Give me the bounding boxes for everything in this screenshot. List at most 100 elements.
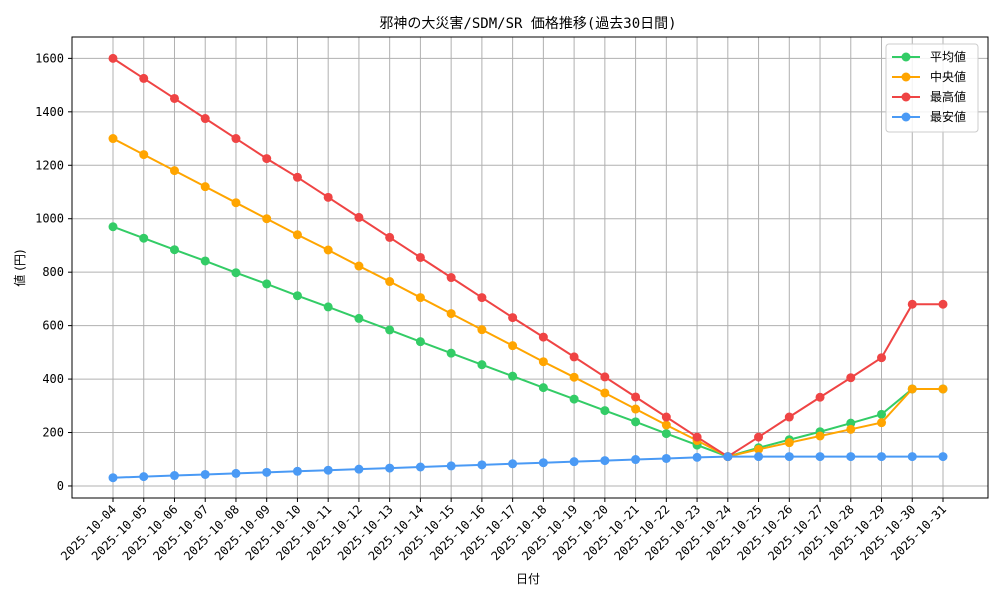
series-4 — [108, 452, 948, 483]
legend-swatch-marker — [901, 92, 911, 102]
data-point — [631, 455, 641, 465]
data-point — [692, 432, 702, 442]
data-point — [754, 452, 764, 462]
data-point — [446, 273, 456, 283]
data-point — [877, 418, 887, 428]
data-point — [938, 384, 948, 394]
legend-item: 最安値 — [892, 109, 966, 124]
data-point — [323, 192, 333, 202]
data-point — [139, 233, 149, 243]
data-point — [323, 302, 333, 312]
data-point — [754, 444, 764, 454]
data-point — [354, 313, 364, 323]
data-point — [600, 372, 610, 382]
data-point — [477, 325, 487, 335]
data-point — [108, 473, 118, 483]
chart-title: 邪神の大災害/SDM/SR 価格推移(過去30日間) — [379, 16, 676, 32]
data-point — [846, 424, 856, 434]
series-layer — [108, 53, 948, 483]
series-line — [112, 57, 943, 458]
data-point — [200, 114, 210, 124]
data-point — [385, 232, 395, 242]
data-point — [262, 279, 272, 289]
data-point — [877, 452, 887, 462]
data-point — [415, 293, 425, 303]
data-point — [385, 325, 395, 335]
y-tick-label: 1000 — [35, 212, 64, 226]
data-point — [538, 332, 548, 342]
data-point — [446, 309, 456, 319]
x-axis-label: 日付 — [516, 572, 540, 586]
data-point — [200, 469, 210, 479]
data-point — [354, 261, 364, 271]
legend-label: 最安値 — [930, 109, 966, 124]
data-point — [508, 341, 518, 351]
data-point — [292, 466, 302, 476]
data-point — [815, 452, 825, 462]
data-point — [600, 456, 610, 466]
legend-item: 中央値 — [892, 69, 966, 84]
data-point — [846, 373, 856, 383]
data-point — [108, 134, 118, 144]
y-tick-label: 1200 — [35, 158, 64, 172]
legend-box — [885, 43, 979, 133]
data-point — [292, 291, 302, 301]
legend-label: 中央値 — [930, 69, 966, 84]
data-point — [169, 93, 179, 103]
data-point — [323, 245, 333, 255]
data-point — [415, 462, 425, 472]
legend-swatch-marker — [901, 112, 911, 122]
data-point — [784, 412, 794, 422]
data-point — [661, 412, 671, 422]
data-point — [569, 394, 579, 404]
data-point — [784, 438, 794, 448]
legend-label: 最高値 — [930, 89, 966, 104]
data-point — [231, 198, 241, 208]
data-point — [938, 452, 948, 462]
y-tick-label: 1600 — [35, 51, 64, 65]
data-point — [385, 277, 395, 287]
data-point — [569, 372, 579, 382]
data-point — [631, 417, 641, 427]
data-point — [692, 452, 702, 462]
axes: 2025-10-042025-10-052025-10-062025-10-07… — [35, 36, 989, 563]
y-tick-label: 200 — [42, 426, 64, 440]
data-point — [231, 268, 241, 278]
data-point — [815, 392, 825, 402]
data-point — [169, 471, 179, 481]
data-point — [477, 293, 487, 303]
data-point — [569, 352, 579, 362]
series-2 — [108, 134, 948, 462]
data-point — [415, 337, 425, 347]
data-point — [877, 353, 887, 363]
data-point — [661, 453, 671, 463]
y-tick-label: 1400 — [35, 105, 64, 119]
data-point — [846, 452, 856, 462]
series-1 — [108, 222, 948, 462]
data-point — [631, 392, 641, 402]
legend-swatch-marker — [901, 52, 911, 62]
y-tick-label: 600 — [42, 319, 64, 333]
data-point — [292, 230, 302, 240]
data-point — [108, 222, 118, 232]
data-point — [815, 431, 825, 441]
data-point — [231, 134, 241, 144]
data-point — [477, 360, 487, 370]
data-point — [262, 467, 272, 477]
y-tick-label: 800 — [42, 265, 64, 279]
legend-item: 平均値 — [892, 49, 966, 64]
data-point — [354, 464, 364, 474]
data-point — [292, 172, 302, 182]
data-point — [108, 53, 118, 63]
data-point — [139, 472, 149, 482]
data-point — [907, 452, 917, 462]
data-point — [538, 357, 548, 367]
data-point — [723, 452, 733, 462]
data-point — [784, 452, 794, 462]
plot-frame — [71, 36, 989, 499]
series-line — [112, 225, 943, 458]
data-point — [600, 406, 610, 416]
